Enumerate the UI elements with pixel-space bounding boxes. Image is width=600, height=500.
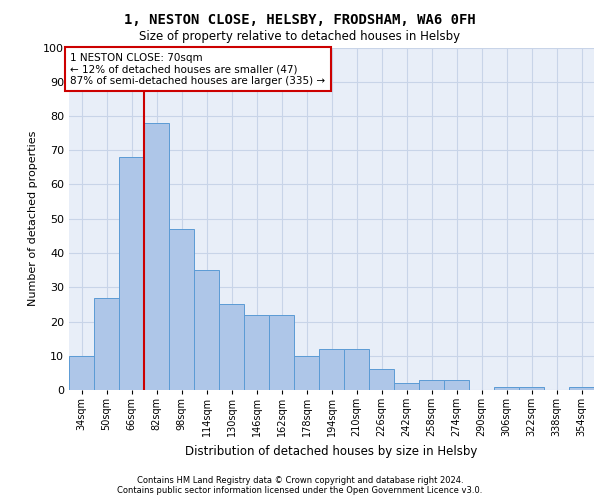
Bar	[519, 386, 544, 390]
Bar	[194, 270, 219, 390]
Bar	[219, 304, 244, 390]
Bar	[369, 370, 394, 390]
Bar	[69, 356, 94, 390]
Text: 1, NESTON CLOSE, HELSBY, FRODSHAM, WA6 0FH: 1, NESTON CLOSE, HELSBY, FRODSHAM, WA6 0…	[124, 12, 476, 26]
Bar	[269, 314, 294, 390]
Text: Size of property relative to detached houses in Helsby: Size of property relative to detached ho…	[139, 30, 461, 43]
Bar	[569, 386, 594, 390]
Bar	[319, 349, 344, 390]
Bar	[419, 380, 444, 390]
Y-axis label: Number of detached properties: Number of detached properties	[28, 131, 38, 306]
Bar	[394, 383, 419, 390]
Bar	[94, 298, 119, 390]
X-axis label: Distribution of detached houses by size in Helsby: Distribution of detached houses by size …	[185, 444, 478, 458]
Bar	[294, 356, 319, 390]
Text: 1 NESTON CLOSE: 70sqm
← 12% of detached houses are smaller (47)
87% of semi-deta: 1 NESTON CLOSE: 70sqm ← 12% of detached …	[70, 52, 325, 86]
Bar	[169, 229, 194, 390]
Bar	[494, 386, 519, 390]
Text: Contains HM Land Registry data © Crown copyright and database right 2024.: Contains HM Land Registry data © Crown c…	[137, 476, 463, 485]
Bar	[244, 314, 269, 390]
Bar	[444, 380, 469, 390]
Text: Contains public sector information licensed under the Open Government Licence v3: Contains public sector information licen…	[118, 486, 482, 495]
Bar	[144, 123, 169, 390]
Bar	[344, 349, 369, 390]
Bar	[119, 157, 144, 390]
